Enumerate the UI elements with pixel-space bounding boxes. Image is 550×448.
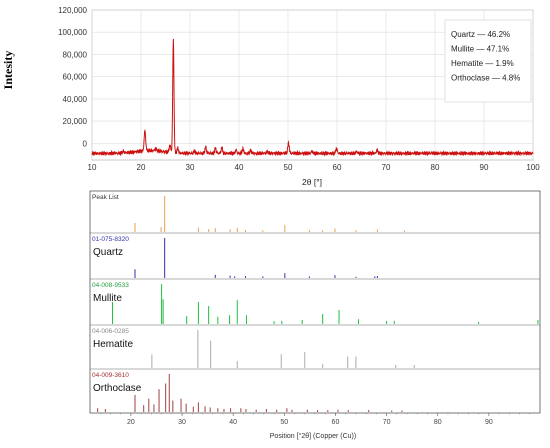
diffractogram-series-line (91, 38, 534, 157)
x-tick-label: 60 (332, 419, 340, 426)
x-tick-label: 50 (280, 419, 288, 426)
x-tick-label: 100 (526, 163, 540, 172)
x-tick-label: 20 (127, 419, 135, 426)
y-tick-label: 0 (83, 139, 88, 148)
panel-code: Peak List (92, 194, 119, 201)
reference-patterns-frame (89, 190, 541, 414)
x-tick-label: 70 (383, 419, 391, 426)
y-tick-label: 40,000 (63, 95, 88, 104)
panel-code: 01-075-8320 (92, 236, 129, 243)
diffractogram-x-ticks: 10 20 30 40 50 60 70 80 90 100 (88, 163, 541, 172)
panel-code: 04-006-0285 (92, 328, 129, 335)
reference-panel: 04-006-0285 Hematite (90, 324, 540, 368)
reference-x-axis-label: Position [°2θ] (Copper (Cu)) (270, 432, 356, 440)
panel-phase-name: Orthoclase (93, 383, 142, 394)
diffractogram-y-axis-label: Intesity (1, 51, 15, 90)
x-tick-label: 10 (88, 163, 97, 172)
panel-code: 04-009-3610 (92, 372, 129, 379)
legend-entry: Hematite — 1.9% (451, 59, 514, 68)
y-tick-label: 60,000 (63, 73, 88, 82)
diffractogram-y-ticks: 0 20,000 40,000 60,000 80,000 100,000 120,000 (58, 6, 87, 148)
reference-panels: Peak List 01-075-8320 Quartz 04-008-9533 Mul… (90, 194, 540, 412)
x-tick-label: 60 (333, 163, 342, 172)
x-tick-label: 30 (186, 163, 195, 172)
panel-code: 04-008-9533 (92, 282, 129, 289)
legend-entry: Mullite — 47.1% (451, 45, 509, 54)
reference-panel: Peak List (92, 194, 405, 232)
x-tick-label: 70 (382, 163, 391, 172)
diffractogram-legend: Quartz — 46.2% Mullite — 47.1% Hematite — … (444, 19, 532, 103)
reference-panel: 04-009-3610 Orthoclase (90, 368, 540, 412)
diffractogram-chart: 020,00040,00060,00080,000100,000120,000 … (1, 6, 540, 187)
reference-panel: 04-008-9533 Mullite (90, 278, 540, 324)
x-tick-label: 30 (178, 419, 186, 426)
y-tick-label: 120,000 (58, 6, 87, 15)
panel-phase-name: Mullite (93, 293, 122, 304)
panel-phase-name: Hematite (93, 339, 133, 350)
y-tick-label: 100,000 (58, 28, 87, 37)
x-tick-label: 40 (235, 163, 244, 172)
x-tick-label: 20 (137, 163, 146, 172)
x-tick-label: 80 (434, 419, 442, 426)
reference-patterns-chart: Peak List 01-075-8320 Quartz 04-008-9533 Mul… (89, 190, 541, 440)
x-tick-label: 90 (480, 163, 489, 172)
panel-phase-name: Quartz (93, 247, 123, 258)
legend-entry: Orthoclase — 4.8% (451, 74, 520, 83)
legend-entry: Quartz — 46.2% (451, 30, 510, 39)
reference-x-ticks: 20 30 40 50 60 70 80 90 (100, 413, 530, 426)
y-tick-label: 80,000 (63, 50, 88, 59)
x-tick-label: 50 (284, 163, 293, 172)
y-tick-label: 20,000 (63, 117, 88, 126)
x-tick-label: 90 (485, 419, 493, 426)
diffractogram-x-axis-label: 2θ [°] (302, 177, 322, 187)
x-tick-label: 40 (229, 419, 237, 426)
x-tick-label: 80 (431, 163, 440, 172)
legend-box (444, 19, 532, 103)
reference-panel: 01-075-8320 Quartz (90, 232, 540, 278)
